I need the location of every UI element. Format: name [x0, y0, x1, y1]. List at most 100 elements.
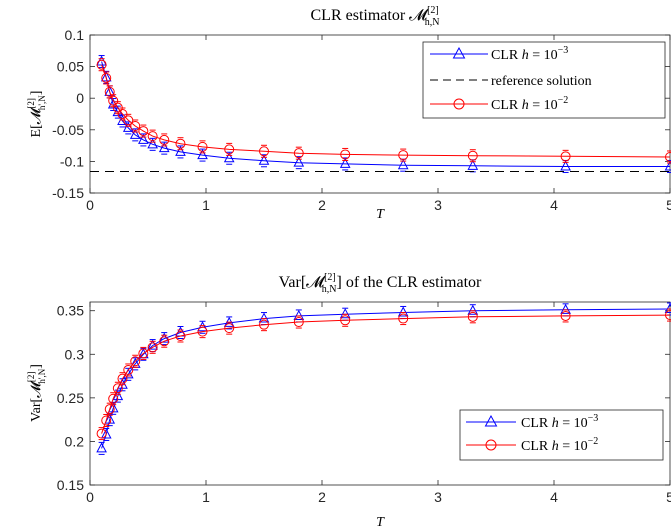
y-tick-label: -0.1 — [60, 153, 84, 169]
data-point-circle — [101, 415, 112, 426]
data-point-triangle — [147, 339, 158, 350]
series-group — [96, 302, 671, 455]
data-point-circle — [147, 131, 158, 142]
x-tick-label: 4 — [550, 489, 558, 505]
data-point-circle — [340, 315, 351, 326]
y-axis: -0.15 -0.1 -0.05 0 0.05 0.1 — [52, 27, 670, 201]
data-point-circle — [147, 342, 158, 353]
data-point-triangle — [560, 303, 571, 314]
data-point-circle — [467, 311, 478, 322]
x-tick-label: 4 — [550, 197, 558, 213]
data-point-circle — [159, 336, 170, 347]
data-point-circle — [130, 356, 141, 367]
y-tick-label: -0.15 — [52, 185, 84, 201]
data-point-triangle — [104, 85, 116, 96]
data-point-circle — [108, 95, 119, 106]
chart-title: Var[𝓜[2] h,N] of the CLR estimator — [279, 272, 482, 295]
data-point-circle — [560, 151, 571, 162]
data-point-triangle — [258, 154, 270, 165]
legend-entry-reference: reference solution — [491, 74, 592, 89]
x-tick-label: 5 — [666, 489, 671, 505]
x-tick-label: 2 — [318, 197, 326, 213]
x-tick-label: 0 — [86, 489, 94, 505]
legend-entry-h3: CLR h = 10−3 — [491, 45, 568, 63]
data-point-triangle — [467, 304, 479, 315]
data-point-triangle — [258, 312, 270, 323]
series-line — [101, 314, 671, 434]
legend-marker-circle — [485, 439, 497, 451]
data-point-triangle — [158, 142, 170, 153]
y-axis: 0.15 0.2 0.25 0.3 0.35 — [57, 303, 670, 493]
series-line — [101, 64, 671, 158]
data-point-circle — [259, 319, 269, 330]
data-point-triangle — [96, 442, 107, 453]
data-point-circle — [123, 364, 134, 375]
legend-marker-triangle — [452, 46, 466, 59]
data-point-triangle — [158, 332, 170, 343]
data-point-circle — [398, 313, 409, 324]
data-point-triangle — [397, 306, 409, 317]
data-point-triangle — [664, 302, 671, 313]
x-tick-label: 5 — [666, 197, 671, 213]
data-point-triangle — [397, 159, 409, 170]
data-point-circle — [197, 141, 208, 152]
data-point-circle — [101, 72, 112, 83]
data-point-triangle — [147, 138, 158, 149]
data-point-triangle — [293, 309, 305, 320]
data-point-circle — [159, 134, 170, 145]
chart-title: CLR estimator 𝓜[2] h,N — [311, 5, 440, 28]
x-axis-label: T — [376, 207, 385, 222]
data-point-triangle — [129, 128, 141, 139]
data-point-triangle — [197, 149, 208, 160]
x-tick-label: 1 — [202, 197, 210, 213]
y-tick-label: 0.15 — [57, 477, 84, 493]
data-point-circle — [293, 317, 304, 328]
data-point-circle — [259, 146, 269, 157]
series-group — [90, 55, 671, 173]
legend-entry-h2: CLR h = 10−2 — [491, 95, 568, 113]
data-point-circle — [108, 393, 119, 404]
data-point-circle — [104, 404, 115, 415]
x-axis: 0 1 2 3 4 5 — [86, 35, 671, 213]
data-point-circle — [340, 149, 351, 160]
legend-box — [459, 409, 664, 461]
data-point-circle — [560, 310, 571, 321]
data-point-circle — [104, 86, 115, 97]
y-axis-label: E[𝓜[2]h',N] — [26, 91, 47, 138]
data-point-circle — [96, 428, 107, 439]
data-point-triangle — [339, 308, 351, 319]
data-point-circle — [467, 150, 478, 161]
x-tick-label: 3 — [434, 489, 442, 505]
legend-marker-circle — [453, 98, 465, 110]
data-point-circle — [117, 373, 128, 384]
data-point-triangle — [175, 145, 186, 156]
data-point-triangle — [664, 160, 671, 171]
legend: CLR h = 10−3 reference solution CLR h = … — [422, 41, 666, 119]
data-point-circle — [224, 323, 235, 334]
data-point-circle — [138, 348, 149, 359]
legend-entry-h2: CLR h = 10−2 — [521, 436, 598, 454]
data-point-triangle — [100, 428, 112, 439]
data-point-triangle — [223, 152, 235, 163]
data-point-circle — [665, 310, 671, 321]
data-point-circle — [197, 326, 208, 337]
y-tick-label: 0.1 — [65, 27, 85, 43]
data-point-triangle — [339, 157, 351, 168]
data-point-triangle — [293, 156, 305, 167]
data-point-circle — [398, 150, 409, 161]
x-axis: 0 1 2 3 4 5 — [86, 302, 671, 505]
data-point-circle — [175, 330, 186, 341]
chart-variance: Var[𝓜[2] h,N] of the CLR estimator 0 1 2 3 4 5… — [26, 272, 671, 530]
y-tick-label: 0.05 — [57, 59, 84, 75]
data-point-triangle — [197, 321, 208, 332]
data-point-circle — [224, 144, 235, 155]
legend-entry-h3: CLR h = 10−3 — [521, 413, 598, 431]
data-point-triangle — [100, 71, 112, 82]
data-point-triangle — [560, 160, 571, 171]
x-axis-label: T — [376, 515, 385, 530]
x-tick-label: 2 — [318, 489, 326, 505]
data-point-triangle — [467, 159, 479, 170]
legend: CLR h = 10−3 CLR h = 10−2 — [459, 409, 664, 461]
x-tick-label: 0 — [86, 197, 94, 213]
